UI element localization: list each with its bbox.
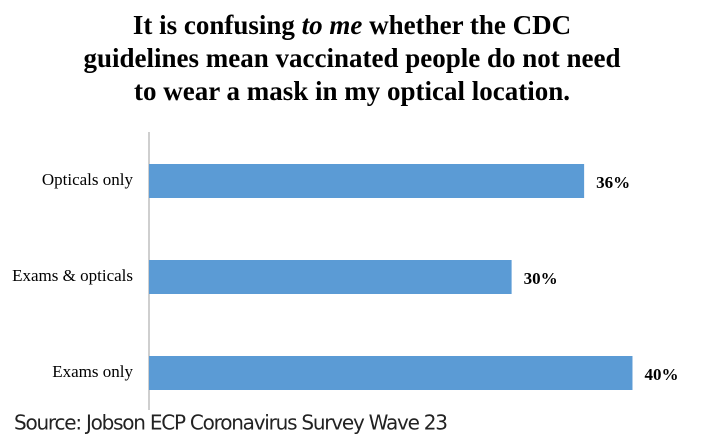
value-label: 40% <box>644 365 678 384</box>
value-label: 30% <box>524 269 558 288</box>
title-part: to me <box>302 10 363 40</box>
chart-title: to wear a mask in my optical location. <box>134 76 570 106</box>
category-label: Exams & opticals <box>12 266 133 285</box>
source-note: Source: Jobson ECP Coronavirus Survey Wa… <box>14 411 448 435</box>
bar <box>149 164 585 198</box>
title-part: guidelines mean vaccinated people do not… <box>83 43 620 73</box>
chart-title: It is confusing to me whether the CDC <box>133 10 571 40</box>
title-part: whether the CDC <box>369 10 571 40</box>
bar <box>149 260 512 294</box>
value-label: 36% <box>596 173 630 192</box>
bar <box>149 356 633 390</box>
category-label: Opticals only <box>42 170 134 189</box>
title-part: to wear a mask in my optical location. <box>134 76 570 106</box>
chart-title: guidelines mean vaccinated people do not… <box>83 43 620 73</box>
category-label: Exams only <box>52 362 133 381</box>
title-part: It is confusing <box>133 10 296 40</box>
